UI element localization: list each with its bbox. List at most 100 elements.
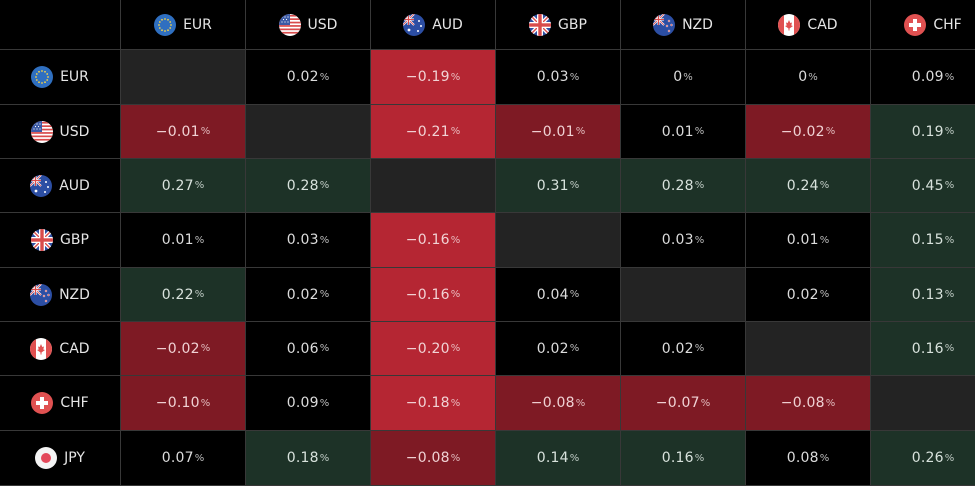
row-header-gbp[interactable]: GBP	[0, 213, 121, 268]
uk-flag-icon	[31, 229, 54, 251]
heatmap-cell-usd-nzd[interactable]: 0.01%	[621, 105, 746, 159]
heatmap-cell-chf-gbp[interactable]: −0.08%	[496, 376, 621, 431]
percent-sign: %	[200, 397, 211, 409]
cell-value: 0.01	[161, 232, 194, 248]
column-header-eur[interactable]: EUR	[121, 0, 246, 50]
percent-sign: %	[319, 71, 330, 83]
heatmap-cell-gbp-usd[interactable]: 0.03%	[246, 213, 371, 268]
percent-sign: %	[450, 343, 461, 354]
au-flag-icon	[30, 174, 53, 197]
column-header-usd[interactable]: USD	[246, 0, 371, 50]
cell-value: −0.21	[405, 123, 450, 140]
heatmap-cell-cad-aud[interactable]: −0.20%	[371, 322, 496, 376]
heatmap-cell-gbp-eur[interactable]: 0.01%	[121, 213, 246, 268]
percent-sign: %	[319, 343, 330, 354]
heatmap-cell-eur-aud[interactable]: −0.19%	[371, 50, 496, 105]
row-header-label: CAD	[59, 340, 90, 357]
row-header-label: EUR	[60, 69, 89, 85]
row-header-usd[interactable]: USD	[0, 105, 121, 159]
heatmap-cell-nzd-gbp[interactable]: 0.04%	[496, 268, 621, 322]
percent-sign: %	[569, 289, 580, 300]
heatmap-cell-eur-nzd[interactable]: 0%	[621, 50, 746, 105]
row-header-chf[interactable]: CHF	[0, 376, 121, 431]
percent-sign: %	[319, 289, 330, 300]
heatmap-cell-jpy-gbp[interactable]: 0.14%	[496, 431, 621, 486]
heatmap-cell-aud-eur[interactable]: 0.27%	[121, 159, 246, 213]
heatmap-cell-usd-gbp[interactable]: −0.01%	[496, 105, 621, 159]
row-header-eur[interactable]: EUR	[0, 50, 121, 105]
heatmap-cell-aud-chf[interactable]: 0.45%	[871, 159, 975, 213]
heatmap-cell-nzd-cad[interactable]: 0.02%	[746, 268, 871, 322]
heatmap-cell-nzd-aud[interactable]: −0.16%	[371, 268, 496, 322]
heatmap-cell-chf-cad[interactable]: −0.08%	[746, 376, 871, 431]
column-header-chf[interactable]: CHF	[871, 0, 975, 50]
percent-sign: %	[694, 234, 705, 246]
cell-value: 0.06	[286, 340, 319, 357]
heatmap-cell-jpy-usd[interactable]: 0.18%	[246, 431, 371, 486]
percent-sign: %	[944, 71, 955, 83]
heatmap-cell-aud-cad[interactable]: 0.24%	[746, 159, 871, 213]
column-header-label: CAD	[807, 16, 838, 33]
heatmap-cell-nzd-eur[interactable]: 0.22%	[121, 268, 246, 322]
heatmap-cell-cad-gbp[interactable]: 0.02%	[496, 322, 621, 376]
heatmap-cell-aud-usd[interactable]: 0.28%	[246, 159, 371, 213]
percent-sign: %	[319, 234, 330, 246]
heatmap-cell-usd-eur[interactable]: −0.01%	[121, 105, 246, 159]
row-header-nzd[interactable]: NZD	[0, 268, 121, 322]
heatmap-cell-cad-nzd[interactable]: 0.02%	[621, 322, 746, 376]
us-flag-icon	[30, 120, 53, 143]
percent-sign: %	[819, 234, 830, 246]
cell-value: 0.16	[661, 450, 694, 466]
cell-value: 0.03	[661, 232, 694, 248]
column-header-gbp[interactable]: GBP	[496, 0, 621, 50]
cell-value: 0.02	[286, 286, 319, 303]
column-header-aud[interactable]: AUD	[371, 0, 496, 50]
column-header-cad[interactable]: CAD	[746, 0, 871, 50]
heatmap-cell-chf-nzd[interactable]: −0.07%	[621, 376, 746, 431]
heatmap-cell-eur-gbp[interactable]: 0.03%	[496, 50, 621, 105]
heatmap-cell-gbp-cad[interactable]: 0.01%	[746, 213, 871, 268]
heatmap-cell-aud-aud	[371, 159, 496, 213]
heatmap-cell-usd-chf[interactable]: 0.19%	[871, 105, 975, 159]
heatmap-cell-eur-cad[interactable]: 0%	[746, 50, 871, 105]
cell-value: 0.14	[536, 450, 569, 466]
percent-sign: %	[825, 126, 836, 137]
percent-sign: %	[200, 126, 211, 137]
row-header-label: USD	[59, 123, 90, 140]
column-header-label: AUD	[432, 16, 463, 33]
heatmap-cell-aud-gbp[interactable]: 0.31%	[496, 159, 621, 213]
percent-sign: %	[694, 126, 705, 137]
heatmap-cell-eur-usd[interactable]: 0.02%	[246, 50, 371, 105]
heatmap-cell-cad-chf[interactable]: 0.16%	[871, 322, 975, 376]
heatmap-cell-chf-aud[interactable]: −0.18%	[371, 376, 496, 431]
heatmap-cell-nzd-chf[interactable]: 0.13%	[871, 268, 975, 322]
heatmap-cell-jpy-eur[interactable]: 0.07%	[121, 431, 246, 486]
heatmap-cell-usd-cad[interactable]: −0.02%	[746, 105, 871, 159]
heatmap-cell-jpy-aud[interactable]: −0.08%	[371, 431, 496, 486]
heatmap-cell-jpy-cad[interactable]: 0.08%	[746, 431, 871, 486]
heatmap-cell-gbp-nzd[interactable]: 0.03%	[621, 213, 746, 268]
heatmap-cell-cad-usd[interactable]: 0.06%	[246, 322, 371, 376]
heatmap-cell-chf-chf	[871, 376, 975, 431]
heatmap-cell-jpy-nzd[interactable]: 0.16%	[621, 431, 746, 486]
heatmap-cell-gbp-gbp	[496, 213, 621, 268]
column-header-nzd[interactable]: NZD	[621, 0, 746, 50]
row-header-aud[interactable]: AUD	[0, 159, 121, 213]
percent-sign: %	[700, 397, 711, 409]
heatmap-cell-chf-usd[interactable]: 0.09%	[246, 376, 371, 431]
heatmap-cell-aud-nzd[interactable]: 0.28%	[621, 159, 746, 213]
column-header-label: GBP	[558, 16, 587, 33]
heatmap-cell-nzd-usd[interactable]: 0.02%	[246, 268, 371, 322]
heatmap-cell-cad-eur[interactable]: −0.02%	[121, 322, 246, 376]
row-header-jpy[interactable]: JPY	[0, 431, 121, 486]
heatmap-cell-chf-eur[interactable]: −0.10%	[121, 376, 246, 431]
row-header-label: JPY	[64, 450, 85, 466]
row-header-cad[interactable]: CAD	[0, 322, 121, 376]
heatmap-cell-gbp-aud[interactable]: −0.16%	[371, 213, 496, 268]
heatmap-cell-gbp-chf[interactable]: 0.15%	[871, 213, 975, 268]
percent-sign: %	[194, 234, 205, 246]
heatmap-cell-jpy-chf[interactable]: 0.26%	[871, 431, 975, 486]
heatmap-cell-usd-aud[interactable]: −0.21%	[371, 105, 496, 159]
heatmap-cell-eur-chf[interactable]: 0.09%	[871, 50, 975, 105]
